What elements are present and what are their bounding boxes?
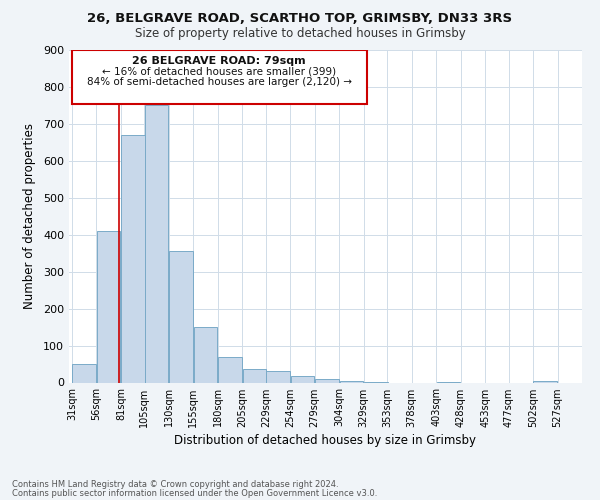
Text: Size of property relative to detached houses in Grimsby: Size of property relative to detached ho… <box>134 28 466 40</box>
Bar <box>169 252 193 382</box>
Text: Contains HM Land Registry data © Crown copyright and database right 2024.: Contains HM Land Registry data © Crown c… <box>12 480 338 489</box>
Bar <box>72 50 367 104</box>
Text: 26 BELGRAVE ROAD: 79sqm: 26 BELGRAVE ROAD: 79sqm <box>133 56 306 66</box>
Bar <box>242 369 266 382</box>
Bar <box>533 380 557 382</box>
Bar <box>266 372 290 382</box>
Text: 26, BELGRAVE ROAD, SCARTHO TOP, GRIMSBY, DN33 3RS: 26, BELGRAVE ROAD, SCARTHO TOP, GRIMSBY,… <box>88 12 512 26</box>
X-axis label: Distribution of detached houses by size in Grimsby: Distribution of detached houses by size … <box>175 434 476 447</box>
Y-axis label: Number of detached properties: Number of detached properties <box>23 123 36 309</box>
Bar <box>145 106 169 382</box>
Bar <box>97 231 121 382</box>
Bar <box>194 327 217 382</box>
Bar <box>290 376 314 382</box>
Bar <box>121 135 145 382</box>
Bar <box>73 364 96 382</box>
Bar <box>340 380 363 382</box>
Text: Contains public sector information licensed under the Open Government Licence v3: Contains public sector information licen… <box>12 489 377 498</box>
Bar <box>218 356 242 382</box>
Text: 84% of semi-detached houses are larger (2,120) →: 84% of semi-detached houses are larger (… <box>87 76 352 86</box>
Bar <box>315 379 339 382</box>
Text: ← 16% of detached houses are smaller (399): ← 16% of detached houses are smaller (39… <box>102 66 337 76</box>
